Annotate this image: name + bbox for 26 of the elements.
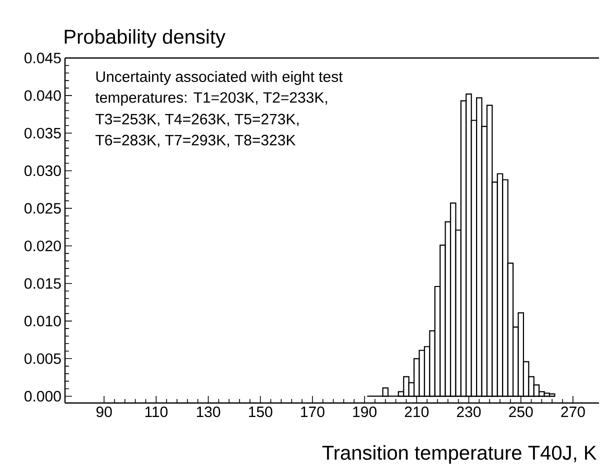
y-tick-label: 0.020 bbox=[24, 240, 61, 252]
y-tick-label: 0.015 bbox=[24, 278, 61, 289]
y-tick-label: 0.010 bbox=[24, 316, 61, 326]
x-tick-label: 190 bbox=[353, 406, 376, 418]
annotation: Uncertainty associated with eight test bbox=[96, 71, 343, 85]
y-tick-label: 0.025 bbox=[24, 203, 61, 214]
annotation: temperatures: T1=203K, T2=233K, bbox=[95, 92, 328, 106]
x-tick-label: 270 bbox=[561, 406, 585, 418]
x-tick-label: 250 bbox=[509, 406, 533, 418]
y-axis-title: Probability density bbox=[64, 29, 226, 48]
annotation: T3=253K, T4=263K, T5=273K, bbox=[96, 114, 299, 126]
y-tick-label: 0.040 bbox=[24, 90, 61, 101]
x-tick-label: 130 bbox=[196, 406, 220, 418]
y-tick-label: 0.035 bbox=[24, 128, 61, 138]
y-tick-label: 0.045 bbox=[24, 52, 61, 64]
x-tick-label: 150 bbox=[249, 406, 272, 418]
x-axis-title: Transition temperature T40J, K bbox=[322, 445, 597, 464]
x-tick-label: 90 bbox=[96, 406, 112, 418]
annotation: T6=283K, T7=293K, T8=323K bbox=[96, 134, 296, 148]
y-tick-label: 0.030 bbox=[24, 165, 61, 176]
x-tick-label: 170 bbox=[301, 406, 324, 418]
x-tick-label: 210 bbox=[404, 406, 429, 418]
x-tick-label: 230 bbox=[457, 406, 481, 418]
y-tick-label: 0.000 bbox=[24, 390, 61, 402]
y-tick-label: 0.005 bbox=[24, 353, 61, 364]
x-tick-label: 110 bbox=[145, 406, 168, 418]
